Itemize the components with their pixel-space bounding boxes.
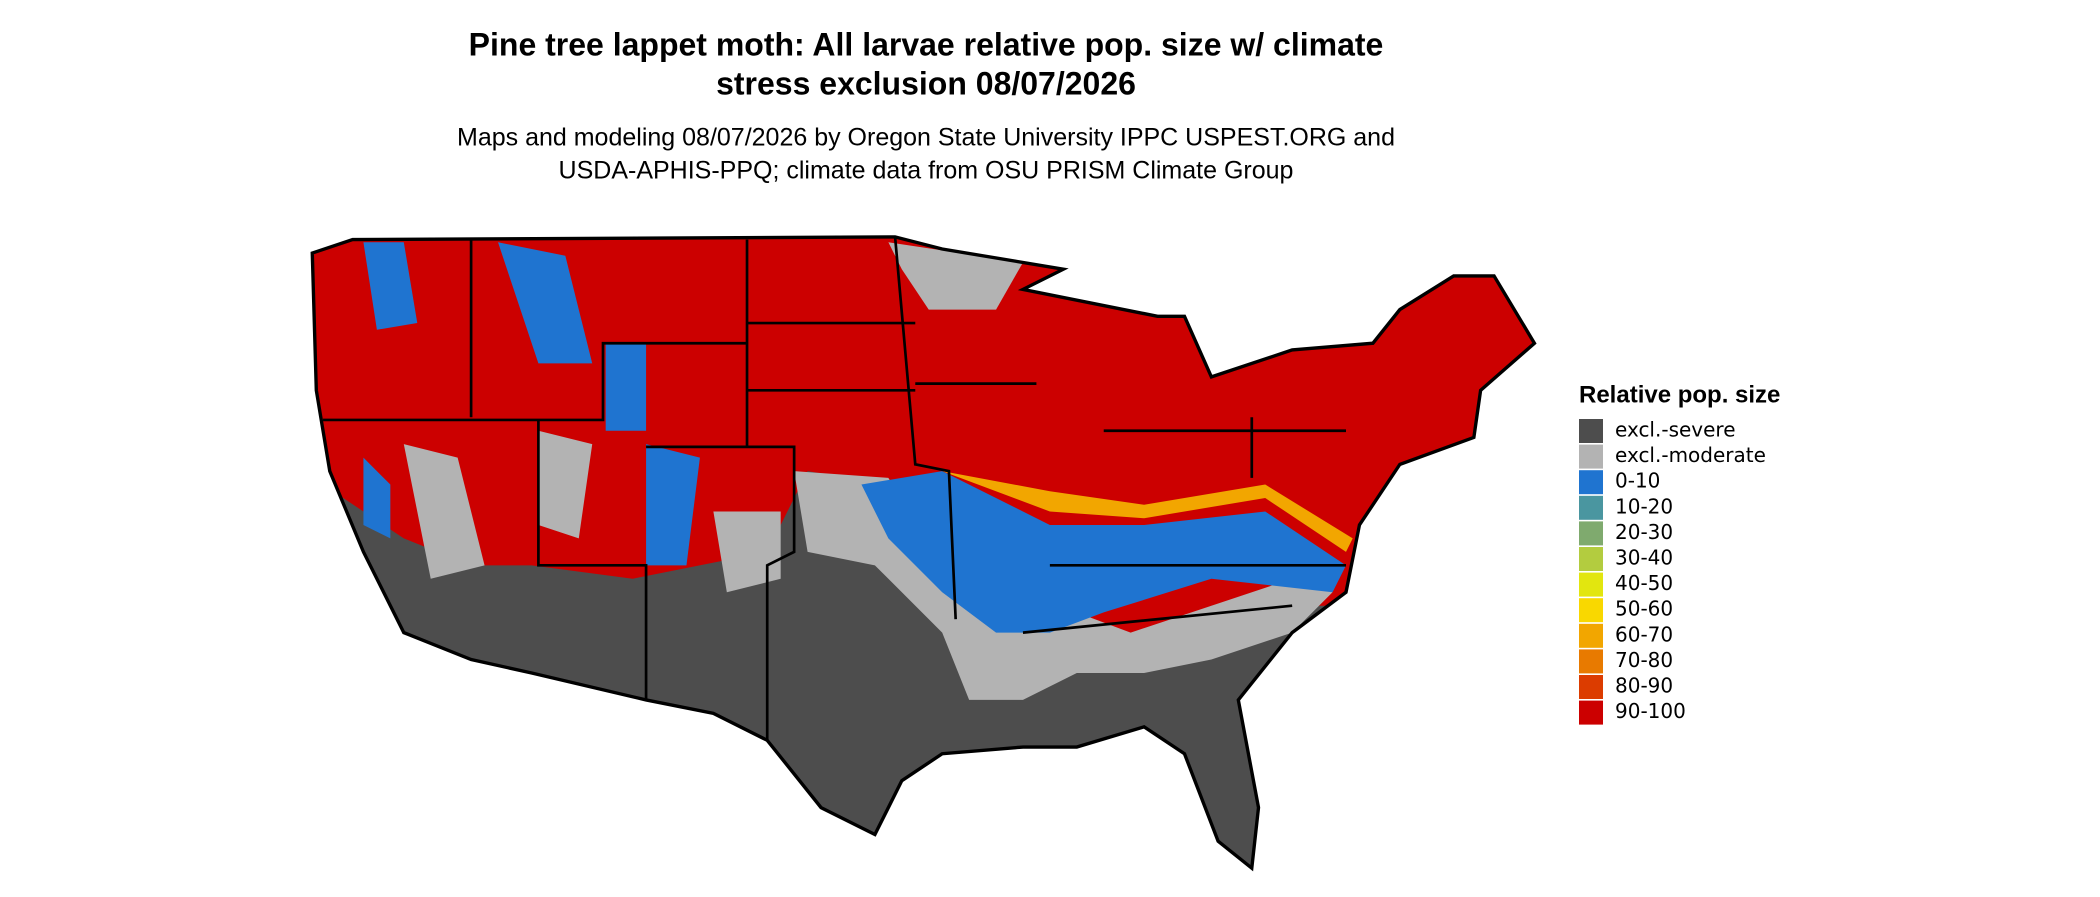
subtitle: Maps and modeling 08/07/2026 by Oregon S… xyxy=(457,124,1395,152)
legend-swatch xyxy=(1579,700,1603,725)
legend-swatch xyxy=(1579,495,1603,520)
legend-swatch xyxy=(1579,675,1603,699)
legend-swatch xyxy=(1579,521,1603,546)
legend-label: 10-20 xyxy=(1615,494,1673,518)
legend-swatch xyxy=(1579,598,1603,623)
legend-label: 0-10 xyxy=(1615,469,1660,493)
legend-label: 60-70 xyxy=(1615,622,1673,646)
legend-label: excl.-severe xyxy=(1615,418,1736,442)
region-low xyxy=(861,471,1346,633)
legend: excl.-severeexcl.-moderate0-1010-2020-30… xyxy=(1579,418,1766,725)
legend-label: 30-40 xyxy=(1615,546,1673,570)
legend-label: 80-90 xyxy=(1615,674,1673,698)
region-low xyxy=(363,242,700,566)
title: Pine tree lappet moth: All larvae relati… xyxy=(469,26,1384,62)
legend-label: 20-30 xyxy=(1615,520,1673,544)
legend-label: 50-60 xyxy=(1615,597,1673,621)
legend-swatch xyxy=(1579,572,1603,597)
region-mid xyxy=(942,471,1353,552)
legend-title: Relative pop. size xyxy=(1579,381,1780,408)
legend-swatch xyxy=(1579,547,1603,571)
legend-swatch xyxy=(1579,470,1603,495)
subtitle: USDA-APHIS-PPQ; climate data from OSU PR… xyxy=(559,157,1294,185)
region-excl-moderate xyxy=(794,471,1333,700)
legend-label: 40-50 xyxy=(1615,571,1673,595)
region-excl-moderate xyxy=(888,242,1023,310)
region-excl-severe xyxy=(323,471,1333,869)
legend-label: 90-100 xyxy=(1615,699,1686,723)
legend-swatch xyxy=(1579,419,1603,443)
legend-label: excl.-moderate xyxy=(1615,443,1766,467)
legend-label: 70-80 xyxy=(1615,648,1673,672)
title: stress exclusion 08/07/2026 xyxy=(716,65,1136,101)
legend-swatch xyxy=(1579,649,1603,674)
state-borders xyxy=(323,236,1346,741)
legend-swatch xyxy=(1579,444,1603,469)
us-map xyxy=(310,235,1537,870)
legend-swatch xyxy=(1579,623,1603,648)
